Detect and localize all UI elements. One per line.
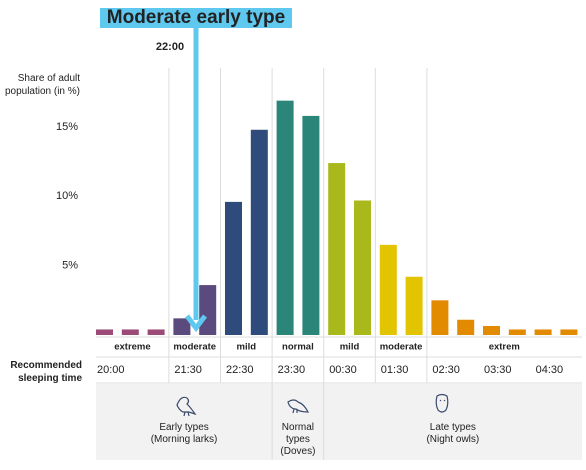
bar xyxy=(225,201,242,335)
bar xyxy=(483,325,500,335)
bar xyxy=(250,129,268,335)
y-axis-title: Share of adult population (in %) xyxy=(5,73,80,97)
time-label: 04:30 xyxy=(536,364,564,376)
row-label: Recommended sleeping time xyxy=(10,360,82,384)
bar xyxy=(276,100,294,335)
type-label-line: Normal xyxy=(282,422,314,433)
group-label: mild xyxy=(237,342,257,353)
bar xyxy=(508,329,526,335)
group-label: moderate xyxy=(173,342,216,353)
bar xyxy=(328,163,346,335)
group-label: mild xyxy=(340,342,360,353)
types-row-bg xyxy=(96,384,582,460)
time-label: 23:30 xyxy=(278,364,306,376)
bar xyxy=(96,329,113,335)
bar xyxy=(534,329,552,335)
time-label: 00:30 xyxy=(329,364,357,376)
bar xyxy=(379,244,397,335)
bar xyxy=(147,329,165,335)
marker-line xyxy=(193,28,199,320)
bar xyxy=(302,115,320,335)
type-label-line: (Morning larks) xyxy=(151,434,218,445)
bar xyxy=(173,318,191,335)
type-label-line: (Night owls) xyxy=(426,434,479,445)
type-label: Normal types (Doves) xyxy=(280,422,315,457)
bird-icons xyxy=(176,393,449,417)
lark-icon xyxy=(176,396,197,417)
bar xyxy=(457,319,475,335)
owl-icon xyxy=(435,393,449,413)
type-label-line: types xyxy=(286,434,310,445)
y-tick-label: 5% xyxy=(62,260,78,272)
time-label: 22:30 xyxy=(226,364,254,376)
time-label: 02:30 xyxy=(432,364,460,376)
time-label: 01:30 xyxy=(381,364,409,376)
marker-label: 22:00 xyxy=(156,41,184,53)
type-label: Late types (Night owls) xyxy=(426,422,479,445)
chart-title: Moderate early type xyxy=(107,7,285,28)
type-label-line: Early types xyxy=(159,422,208,433)
type-label-line: (Doves) xyxy=(280,446,315,457)
marker-arrow xyxy=(185,314,207,333)
bar xyxy=(354,200,371,335)
y-tick-label: 10% xyxy=(56,190,78,202)
bar xyxy=(121,329,139,335)
type-label-line: Late types xyxy=(430,422,476,433)
bar xyxy=(431,300,449,335)
bar xyxy=(199,285,217,335)
bar xyxy=(560,329,578,335)
type-label: Early types (Morning larks) xyxy=(151,422,218,445)
time-label: 21:30 xyxy=(174,364,202,376)
group-label: extrem xyxy=(489,342,520,353)
title-banner xyxy=(100,8,292,28)
group-label: extreme xyxy=(114,342,150,353)
group-label: normal xyxy=(282,342,314,353)
dove-icon xyxy=(287,399,309,414)
time-label: 03:30 xyxy=(484,364,512,376)
time-label: 20:00 xyxy=(97,364,125,376)
y-tick-label: 15% xyxy=(56,121,78,133)
bar xyxy=(405,276,423,335)
group-label: moderate xyxy=(380,342,423,353)
